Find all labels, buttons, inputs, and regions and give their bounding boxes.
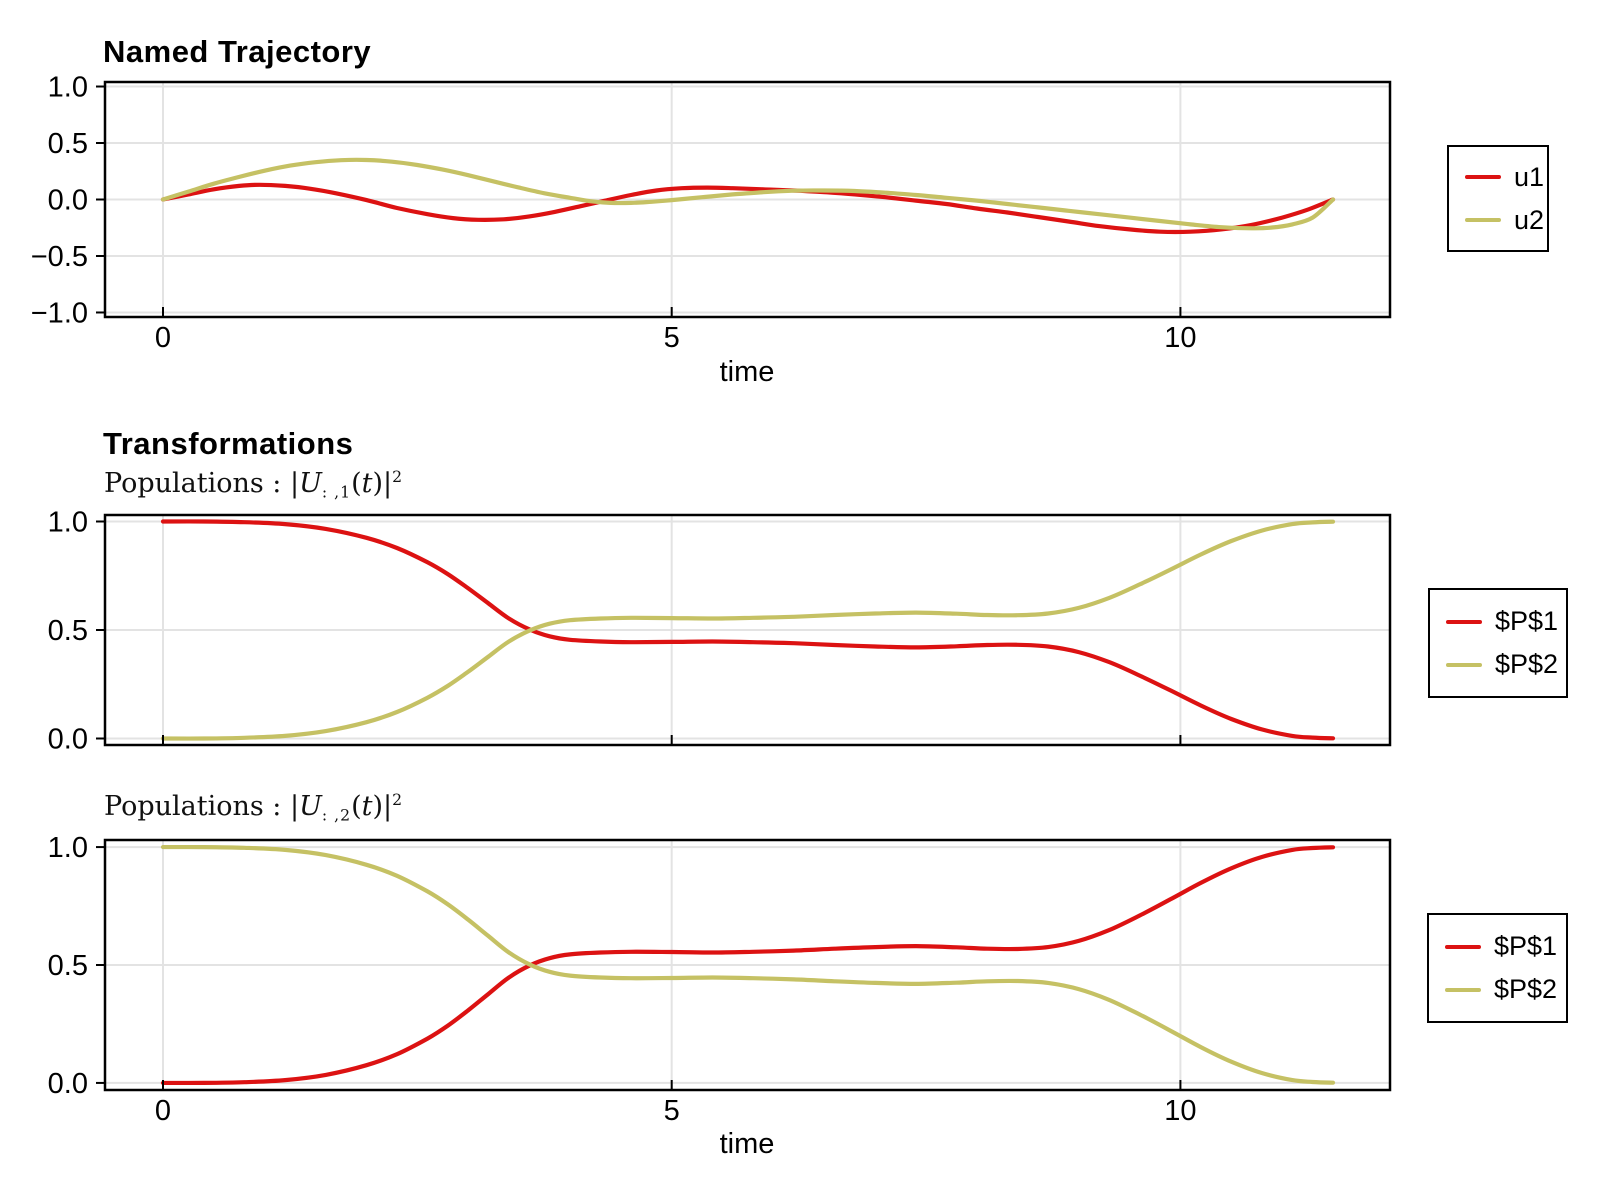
u2-line-swatch [1465, 218, 1501, 222]
u1-line-swatch [1465, 175, 1501, 179]
legend-label-p1: $P$1 [1494, 931, 1558, 961]
svg-text:0: 0 [155, 322, 171, 354]
panel1-x-axis-label: time [719, 356, 775, 388]
svg-text:0.0: 0.0 [48, 1068, 88, 1100]
panel1-title: Named Trajectory [103, 34, 372, 69]
legend-label-p1: $P$1 [1495, 606, 1559, 636]
panel3-x-axis-label: time [719, 1128, 775, 1160]
panel2-legend: $P$1 $P$2 [1428, 588, 1568, 698]
subtitle-variable: U [299, 468, 322, 500]
subtitle-prefix: Populations : [104, 468, 290, 500]
svg-text:1.0: 1.0 [48, 507, 88, 539]
legend-entry-u1: u1 [1465, 163, 1544, 191]
svg-text:0.5: 0.5 [48, 615, 88, 647]
subtitle-close: )| [372, 468, 393, 500]
legend-entry-u2: u2 [1465, 206, 1544, 234]
legend-label-p2: $P$2 [1495, 649, 1559, 679]
subtitle-open-paren: ( [351, 468, 362, 500]
p1-line-swatch [1445, 944, 1481, 949]
subtitle-variable: U [299, 791, 322, 823]
svg-text:10: 10 [1164, 1095, 1196, 1127]
panel2-title: Transformations [103, 426, 354, 461]
svg-text:1.0: 1.0 [48, 72, 88, 104]
subtitle-t-variable: t [361, 791, 373, 823]
p2-line-swatch [1446, 662, 1482, 667]
subtitle-open-paren: ( [351, 791, 362, 823]
subtitle-close: )| [372, 791, 393, 823]
subtitle-subscript: : ,1 [321, 482, 352, 502]
legend-label-p2: $P$2 [1494, 974, 1558, 1004]
legend-entry-p1: $P$1 [1446, 606, 1559, 636]
svg-text:−1.0: −1.0 [31, 297, 88, 329]
legend-label-u2: u2 [1514, 204, 1545, 235]
subtitle-superscript: 2 [392, 790, 403, 809]
svg-text:0: 0 [155, 1095, 171, 1127]
p1-line-swatch [1446, 619, 1482, 624]
svg-text:0.0: 0.0 [48, 185, 88, 217]
legend-entry-p2: $P$2 [1445, 974, 1558, 1004]
svg-text:0.5: 0.5 [48, 950, 88, 982]
svg-text:5: 5 [664, 1095, 680, 1127]
subtitle-bar: | [289, 791, 300, 823]
svg-text:−0.5: −0.5 [31, 241, 88, 273]
panel3-subtitle: Populations : |U: ,2(t)|2 [104, 790, 402, 825]
p2-line-swatch [1445, 987, 1481, 992]
subtitle-t-variable: t [361, 468, 373, 500]
subtitle-subscript: : ,2 [321, 805, 352, 825]
panel2-subtitle: Populations : |U: ,1(t)|2 [104, 467, 402, 502]
svg-text:10: 10 [1164, 322, 1196, 354]
subtitle-prefix: Populations : [104, 791, 290, 823]
subtitle-bar: | [289, 468, 300, 500]
svg-text:1.0: 1.0 [48, 832, 88, 864]
svg-text:0.0: 0.0 [48, 723, 88, 755]
panel3-legend: $P$1 $P$2 [1427, 913, 1568, 1023]
svg-text:5: 5 [664, 322, 680, 354]
legend-label-u1: u1 [1514, 161, 1545, 192]
legend-entry-p2: $P$2 [1446, 649, 1559, 679]
panel1-legend: u1 u2 [1447, 145, 1549, 252]
svg-text:0.5: 0.5 [48, 128, 88, 160]
legend-entry-p1: $P$1 [1445, 931, 1558, 961]
subtitle-superscript: 2 [392, 467, 403, 486]
